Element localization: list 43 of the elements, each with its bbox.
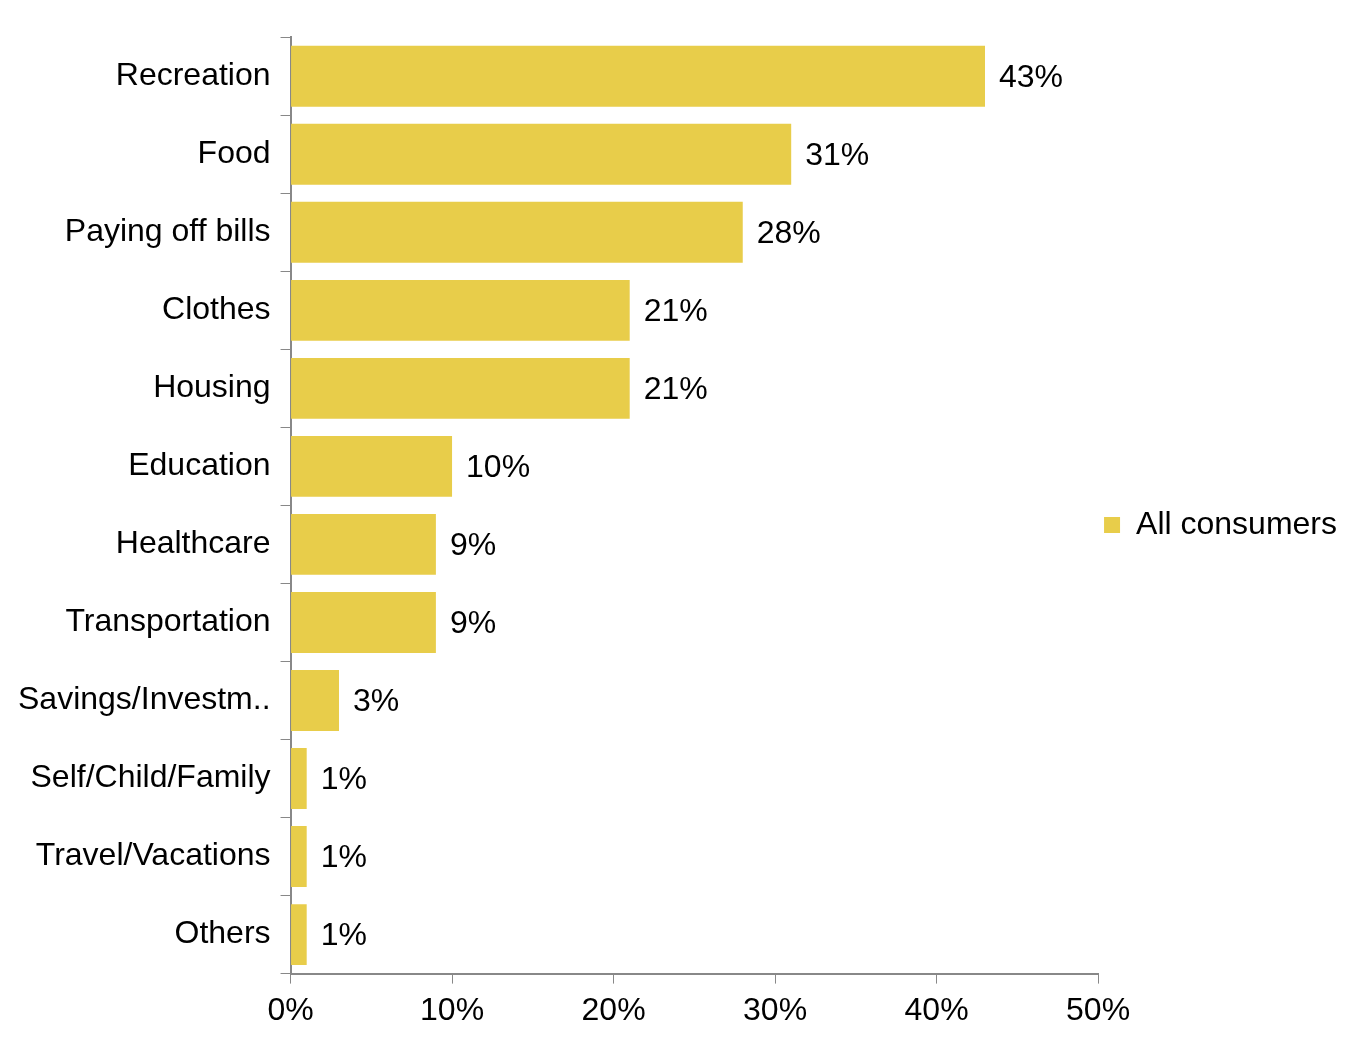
data-label: 1% xyxy=(320,760,367,797)
bar xyxy=(291,123,792,185)
data-label: 31% xyxy=(805,136,870,173)
y-tick-label: Travel/Vacations xyxy=(35,836,271,873)
data-label: 1% xyxy=(320,838,367,875)
bar xyxy=(291,592,436,653)
bar xyxy=(291,904,307,966)
bar xyxy=(291,826,307,887)
x-tick-label: 0% xyxy=(267,990,314,1027)
data-label: 21% xyxy=(643,370,708,407)
data-label: 28% xyxy=(756,214,821,251)
data-label: 21% xyxy=(643,292,708,329)
x-tick-label: 50% xyxy=(1066,990,1131,1027)
bar xyxy=(291,357,630,419)
data-label: 9% xyxy=(449,604,497,641)
bar xyxy=(291,513,436,575)
bar xyxy=(291,279,630,341)
data-label: 3% xyxy=(353,682,400,719)
y-tick-label: Self/Child/Family xyxy=(30,758,271,795)
data-label: 10% xyxy=(466,448,531,485)
y-tick-label: Healthcare xyxy=(115,524,271,561)
y-tick-label: Recreation xyxy=(115,56,271,93)
x-tick-label: 40% xyxy=(904,990,969,1027)
bar xyxy=(291,670,339,731)
bar xyxy=(291,45,985,107)
bar xyxy=(291,201,743,263)
y-tick-label: Clothes xyxy=(162,290,271,327)
y-tick-label: Housing xyxy=(153,368,271,405)
x-tick-label: 20% xyxy=(581,990,646,1027)
bar xyxy=(291,748,307,809)
legend-label: All consumers xyxy=(1136,504,1337,541)
y-tick-label: Paying off bills xyxy=(64,212,271,249)
y-tick-label: Savings/Investm.. xyxy=(18,680,271,717)
x-tick-label: 30% xyxy=(743,990,808,1027)
y-tick-label: Education xyxy=(128,446,271,483)
data-label: 9% xyxy=(449,526,497,563)
y-tick-label: Others xyxy=(174,914,271,951)
y-tick-label: Food xyxy=(197,134,271,171)
data-label: 43% xyxy=(999,58,1064,95)
y-tick-label: Transportation xyxy=(65,602,271,639)
data-label: 1% xyxy=(320,916,367,953)
x-tick-label: 10% xyxy=(420,990,485,1027)
bar xyxy=(291,435,453,497)
